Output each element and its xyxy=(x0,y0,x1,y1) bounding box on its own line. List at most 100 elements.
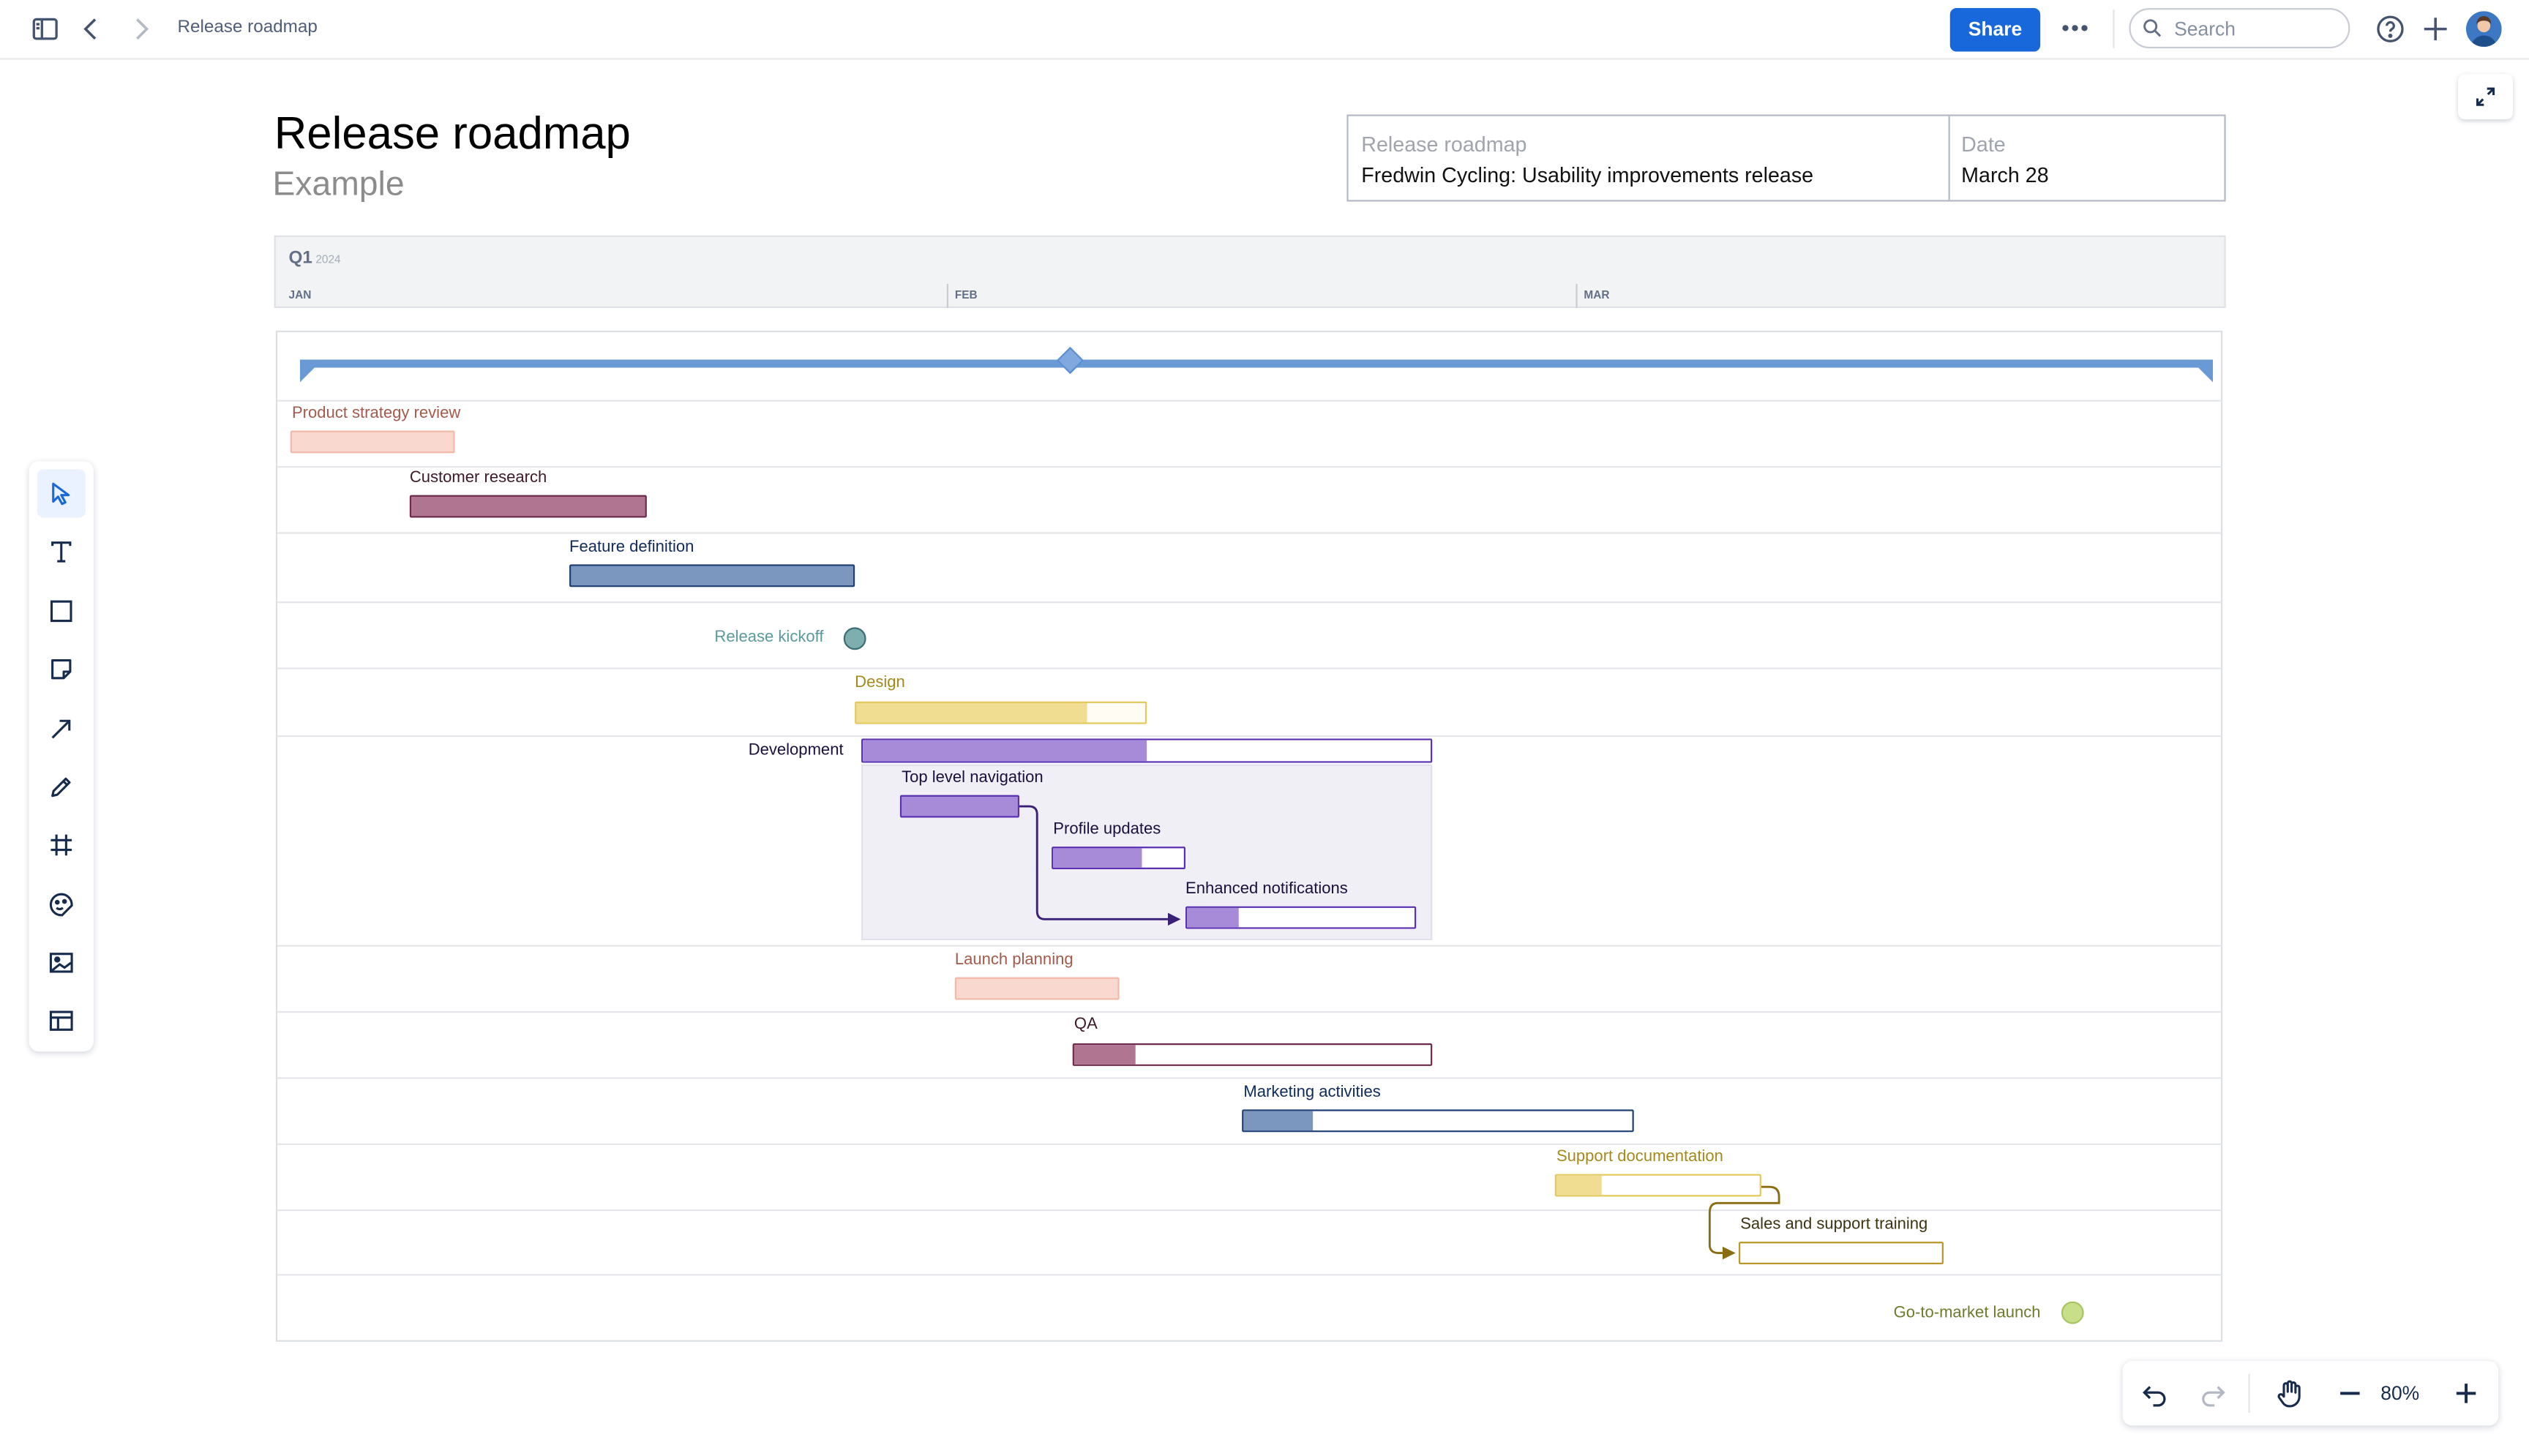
arrow-icon xyxy=(51,719,71,739)
task-bar-marketing-activities[interactable] xyxy=(1242,1109,1634,1133)
more-actions-button[interactable]: ••• xyxy=(2061,14,2091,41)
back-icon[interactable] xyxy=(76,13,108,45)
dependency-arrow xyxy=(1708,1185,1780,1260)
month-label: MAR xyxy=(1584,290,1610,302)
template-tool-button[interactable] xyxy=(37,997,86,1045)
task-bar-launch-planning[interactable] xyxy=(954,977,1120,1000)
task-label-customer-research[interactable]: Customer research xyxy=(409,469,547,487)
sticker-icon xyxy=(49,893,73,917)
sticker-tool-button[interactable] xyxy=(37,880,86,928)
search-box[interactable] xyxy=(2129,8,2350,49)
text-tool-button[interactable] xyxy=(37,528,86,576)
zoom-in-icon[interactable] xyxy=(2450,1377,2482,1409)
task-bar-top-level-navigation[interactable] xyxy=(899,795,1019,818)
row-divider xyxy=(277,532,2223,534)
dependency-arrow xyxy=(1019,805,1181,926)
row-divider xyxy=(277,1143,2223,1145)
month-divider xyxy=(1576,283,1578,308)
task-bar-enhanced-notifications[interactable] xyxy=(1185,906,1417,929)
page-subtitle[interactable]: Example xyxy=(272,166,405,203)
task-label-profile-updates[interactable]: Profile updates xyxy=(1053,820,1161,839)
task-progress xyxy=(1556,1175,1602,1196)
zoom-level[interactable]: 80% xyxy=(2380,1381,2420,1405)
image-tool-button[interactable] xyxy=(37,939,86,987)
shape-tool-button[interactable] xyxy=(37,587,86,635)
task-bar-development[interactable] xyxy=(861,738,1433,763)
task-bar-qa[interactable] xyxy=(1072,1043,1433,1066)
row-divider xyxy=(277,1274,2223,1276)
task-bar-customer-research[interactable] xyxy=(409,495,647,518)
release-cell[interactable]: Release roadmap Fredwin Cycling: Usabili… xyxy=(1349,116,1950,200)
frame-tool-button[interactable] xyxy=(37,821,86,869)
task-label-feature-definition[interactable]: Feature definition xyxy=(569,539,694,557)
task-label-go-to-market-launch[interactable]: Go-to-market launch xyxy=(1893,1305,2041,1323)
task-label-marketing-activities[interactable]: Marketing activities xyxy=(1243,1084,1381,1102)
task-bar-design[interactable] xyxy=(855,701,1147,724)
task-label-development[interactable]: Development xyxy=(748,741,844,760)
fullscreen-button[interactable] xyxy=(2458,74,2513,120)
task-progress xyxy=(1243,1111,1314,1131)
task-progress xyxy=(1187,907,1240,928)
task-label-design[interactable]: Design xyxy=(855,674,905,692)
quarter-year: 2024 xyxy=(315,255,341,266)
template-icon xyxy=(49,1010,73,1031)
task-label-launch-planning[interactable]: Launch planning xyxy=(954,951,1074,969)
task-label-enhanced-notifications[interactable]: Enhanced notifications xyxy=(1185,880,1348,898)
share-button[interactable]: Share xyxy=(1949,8,2041,52)
avatar[interactable] xyxy=(2466,11,2502,47)
quarter-label: Q1 2024 xyxy=(289,248,341,267)
month-label: JAN xyxy=(288,290,312,302)
row-divider xyxy=(277,465,2223,468)
row-divider xyxy=(277,1077,2223,1079)
task-label-sales-and-support-training[interactable]: Sales and support training xyxy=(1740,1215,1928,1234)
search-input[interactable] xyxy=(2174,14,2336,42)
expand-icon xyxy=(2476,87,2495,106)
row-divider xyxy=(277,667,2223,669)
sticky-note-tool-button[interactable] xyxy=(37,645,86,694)
create-plus-icon[interactable] xyxy=(2419,13,2451,45)
date-label: Date xyxy=(1961,132,2006,157)
release-span-bar[interactable] xyxy=(291,342,2226,390)
zoom-out-icon[interactable] xyxy=(2334,1377,2366,1409)
pen-tool-button[interactable] xyxy=(37,763,86,811)
sidebar-toggle-icon[interactable] xyxy=(29,13,61,45)
hand-pan-icon[interactable] xyxy=(2274,1377,2307,1409)
zoom-controls: 80% xyxy=(2122,1361,2499,1426)
milestone-release-kickoff[interactable] xyxy=(843,627,866,650)
month-divider xyxy=(946,283,949,308)
row-divider xyxy=(277,399,2223,402)
task-label-qa[interactable]: QA xyxy=(1074,1016,1098,1034)
task-progress xyxy=(1053,848,1142,868)
top-bar: Release roadmap Share ••• xyxy=(0,0,2529,60)
task-progress xyxy=(571,566,853,586)
task-bar-support-documentation[interactable] xyxy=(1554,1174,1761,1197)
task-bar-profile-updates[interactable] xyxy=(1052,847,1186,870)
undo-icon[interactable] xyxy=(2139,1377,2171,1409)
square-icon xyxy=(50,600,72,623)
select-tool-button[interactable] xyxy=(37,469,86,518)
task-bar-product-strategy-review[interactable] xyxy=(290,430,455,454)
page-title[interactable]: Release roadmap xyxy=(274,108,631,159)
task-progress xyxy=(856,702,1087,723)
quarter-name: Q1 xyxy=(288,248,312,268)
forward-icon[interactable] xyxy=(124,13,157,45)
task-label-top-level-navigation[interactable]: Top level navigation xyxy=(902,769,1044,787)
row-divider xyxy=(277,1209,2223,1212)
date-cell[interactable]: Date March 28 xyxy=(1949,116,2225,200)
info-table: Release roadmap Fredwin Cycling: Usabili… xyxy=(1346,114,2226,202)
redo-icon[interactable] xyxy=(2197,1377,2229,1409)
task-progress xyxy=(956,978,1118,999)
task-bar-feature-definition[interactable] xyxy=(569,564,855,588)
divider xyxy=(2113,10,2115,49)
frame-icon xyxy=(50,834,72,856)
help-icon[interactable] xyxy=(2374,13,2406,45)
breadcrumb[interactable]: Release roadmap xyxy=(177,18,318,37)
task-bar-sales-and-support-training[interactable] xyxy=(1739,1242,1944,1265)
task-label-release-kickoff[interactable]: Release kickoff xyxy=(714,628,824,647)
connector-tool-button[interactable] xyxy=(37,705,86,753)
task-label-product-strategy-review[interactable]: Product strategy review xyxy=(291,405,461,423)
milestone-go-to-market-launch[interactable] xyxy=(2061,1301,2084,1324)
task-label-support-documentation[interactable]: Support documentation xyxy=(1556,1148,1723,1166)
task-progress xyxy=(411,496,645,517)
